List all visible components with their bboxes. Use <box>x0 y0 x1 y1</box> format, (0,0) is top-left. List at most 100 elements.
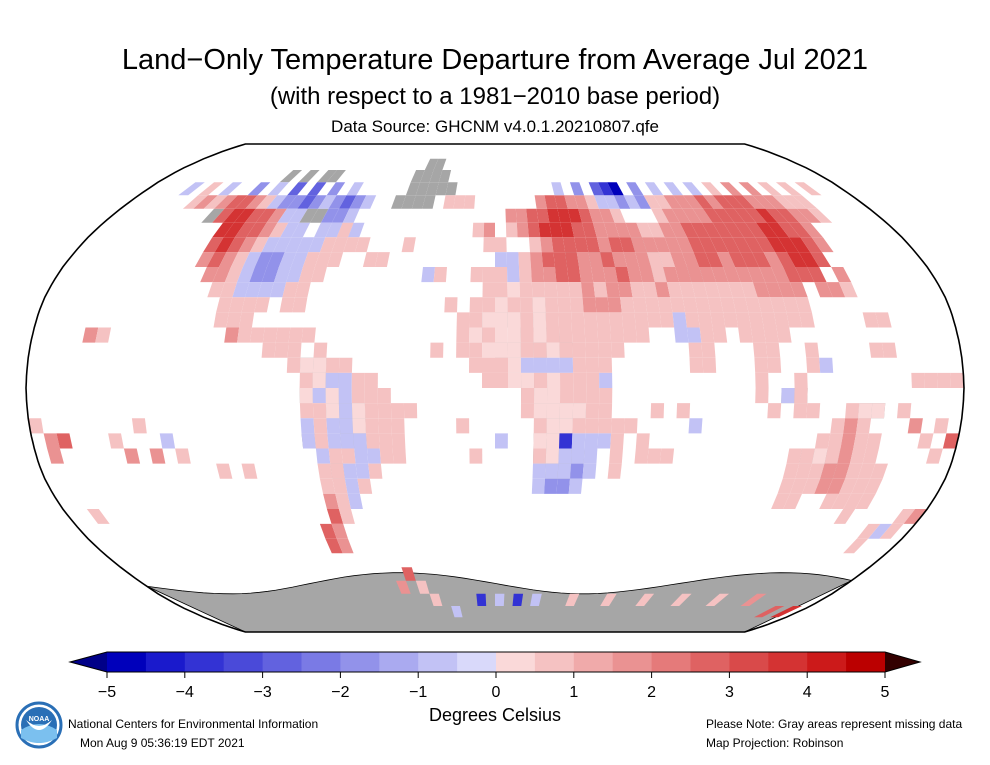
anomaly-cell <box>703 208 724 223</box>
anomaly-cell <box>568 478 583 494</box>
anomaly-cell <box>331 208 350 223</box>
anomaly-cell <box>56 433 73 449</box>
missing-data-note: Please Note: Gray areas represent missin… <box>706 717 963 731</box>
anomaly-cell <box>206 252 227 267</box>
anomaly-cell <box>320 208 339 223</box>
anomaly-cell <box>338 357 353 373</box>
anomaly-cell <box>159 433 176 449</box>
data-source: Data Source: GHCNM v4.0.1.20210807.qfe <box>331 117 659 136</box>
anomaly-cell <box>276 195 298 209</box>
anomaly-cell <box>701 182 723 196</box>
anomaly-cell <box>182 195 208 209</box>
anomaly-cell <box>266 195 288 209</box>
anomaly-cell <box>683 195 704 209</box>
anomaly-cell <box>244 208 267 223</box>
anomaly-cell <box>544 478 558 494</box>
anomaly-cell <box>341 448 356 464</box>
anomaly-cell <box>626 182 644 196</box>
anomaly-cell <box>863 478 883 494</box>
anomaly-cell <box>723 222 744 238</box>
anomaly-cell <box>571 222 586 238</box>
anomaly-cell <box>559 433 573 449</box>
anomaly-cell <box>585 403 600 419</box>
anomaly-cell <box>831 493 852 509</box>
anomaly-cell <box>597 327 612 343</box>
anomaly-cell <box>732 297 749 313</box>
anomaly-cell <box>307 182 327 196</box>
anomaly-cell <box>401 567 416 581</box>
anomaly-cell <box>614 222 631 238</box>
anomaly-cell <box>532 297 546 313</box>
anomaly-cell <box>254 297 270 313</box>
anomaly-cell <box>368 463 383 479</box>
colorbar-swatch <box>651 652 691 672</box>
anomaly-cell <box>242 252 262 267</box>
colorbar-swatches <box>68 651 922 673</box>
anomaly-cell <box>533 357 547 373</box>
anomaly-cell <box>319 523 337 539</box>
anomaly-cell <box>619 237 636 253</box>
anomaly-cell <box>318 195 337 209</box>
anomaly-cell <box>691 282 708 298</box>
anomaly-cell <box>565 252 579 267</box>
anomaly-cell <box>663 267 680 283</box>
anomaly-cell <box>819 493 839 509</box>
anomaly-cell <box>907 418 923 434</box>
anomaly-cell <box>415 580 430 594</box>
anomaly-cell <box>519 282 533 298</box>
anomaly-cell <box>685 312 700 328</box>
anomaly-cell <box>647 312 662 328</box>
anomaly-cell <box>634 312 649 328</box>
anomaly-cell <box>831 267 852 283</box>
anomaly-cell <box>357 478 373 494</box>
anomaly-cell <box>534 388 548 404</box>
anomaly-cell <box>495 252 507 267</box>
anomaly-cell <box>633 195 652 209</box>
anomaly-cell <box>766 237 787 253</box>
anomaly-cell <box>735 267 753 283</box>
anomaly-cell <box>273 237 292 253</box>
anomaly-cell <box>688 342 703 358</box>
anomaly-cell <box>212 222 234 238</box>
anomaly-cell <box>723 208 746 223</box>
anomaly-cell <box>866 433 882 449</box>
anomaly-cell <box>533 342 547 358</box>
anomaly-cell <box>754 357 769 373</box>
anomaly-cell <box>378 418 392 434</box>
anomaly-cell <box>924 372 938 388</box>
anomaly-cell <box>669 222 688 238</box>
colorbar-tick-label: 2 <box>647 684 656 701</box>
anomaly-cell <box>819 357 834 373</box>
anomaly-cell <box>520 327 534 343</box>
anomaly-cell <box>351 372 365 388</box>
anomaly-cell <box>675 237 694 253</box>
anomaly-cell <box>853 433 869 449</box>
anomaly-cell <box>675 267 692 283</box>
anomaly-cell <box>843 538 869 554</box>
anomaly-cell <box>585 357 600 373</box>
colorbar-swatch <box>340 652 380 672</box>
anomaly-cell <box>682 208 702 223</box>
anomaly-cell <box>892 509 916 524</box>
anomaly-cell <box>782 463 800 479</box>
anomaly-cell <box>658 222 676 238</box>
anomaly-cell <box>687 267 704 283</box>
anomaly-cell <box>705 252 724 267</box>
anomaly-cell <box>695 297 711 313</box>
anomaly-cell <box>214 237 235 253</box>
anomaly-cell <box>551 182 565 196</box>
anomaly-cell <box>327 433 342 449</box>
anomaly-cell <box>469 312 483 328</box>
anomaly-cell <box>495 372 508 388</box>
anomaly-cell <box>744 208 767 223</box>
anomaly-cell <box>495 593 505 606</box>
anomaly-cell <box>534 195 547 209</box>
anomaly-cell <box>826 282 846 298</box>
anomaly-cell <box>505 208 517 223</box>
anomaly-cell <box>335 493 351 509</box>
anomaly-cell <box>702 357 717 373</box>
anomaly-cell <box>607 297 622 313</box>
anomaly-cell <box>871 403 886 419</box>
anomaly-cell <box>469 297 483 313</box>
